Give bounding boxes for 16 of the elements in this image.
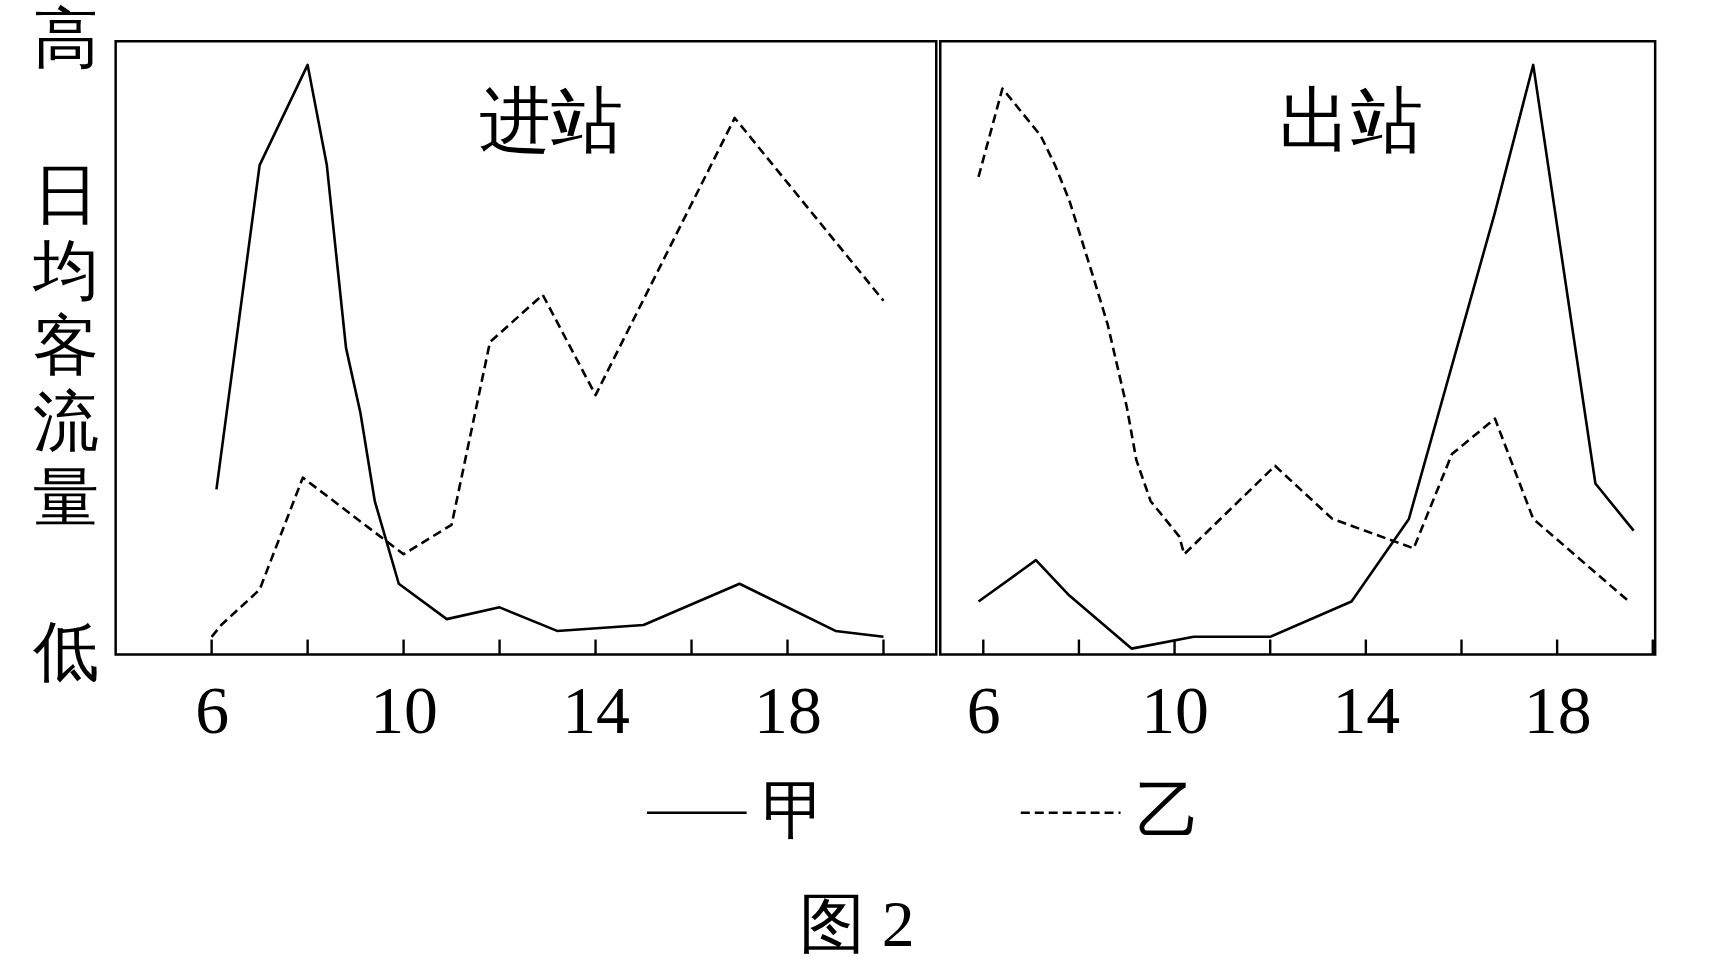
- legend-label: 甲: [762, 774, 827, 846]
- caption: 图 2: [799, 886, 915, 960]
- chart-title: 出站: [1279, 80, 1424, 161]
- x-tick-label: 18: [1523, 672, 1592, 748]
- text: 高: [32, 2, 99, 76]
- x-tick-label: 10: [1141, 672, 1209, 748]
- x-tick-label: 18: [754, 672, 822, 748]
- x-tick-label: 14: [1332, 672, 1401, 748]
- x-tick-label: 10: [370, 672, 438, 748]
- legend-label: 乙: [1135, 774, 1200, 846]
- chart-title: 进站: [478, 80, 623, 161]
- x-tick-label: 6: [195, 672, 230, 748]
- x-tick-label: 14: [562, 672, 630, 748]
- y-axis-title: 日均客流量: [32, 157, 100, 534]
- text: 低: [32, 615, 99, 689]
- x-tick-label: 6: [966, 672, 1001, 748]
